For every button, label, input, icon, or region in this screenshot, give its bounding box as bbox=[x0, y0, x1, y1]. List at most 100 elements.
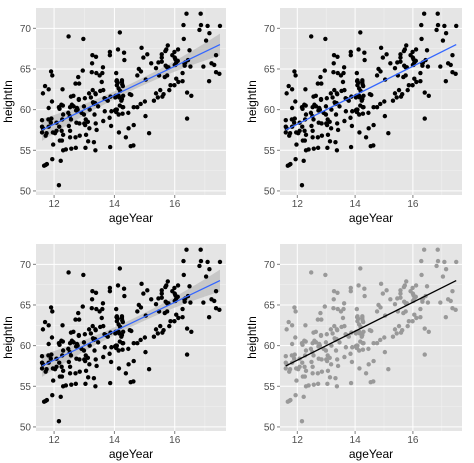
data-point bbox=[176, 79, 181, 85]
data-point bbox=[300, 106, 305, 112]
data-point bbox=[316, 108, 321, 113]
data-point bbox=[46, 87, 51, 92]
data-point bbox=[126, 110, 131, 116]
data-point bbox=[141, 55, 146, 60]
data-point bbox=[43, 398, 48, 404]
data-point bbox=[149, 297, 154, 302]
y-tick-label: 50 bbox=[20, 186, 32, 197]
x-tick-label: 16 bbox=[407, 199, 419, 210]
data-point bbox=[66, 346, 71, 352]
data-point bbox=[184, 90, 190, 95]
data-point bbox=[83, 353, 88, 358]
data-point bbox=[107, 144, 113, 150]
data-point bbox=[89, 306, 94, 311]
data-point bbox=[163, 299, 168, 304]
data-point bbox=[398, 52, 403, 57]
data-point bbox=[180, 70, 185, 76]
panel-background bbox=[36, 8, 226, 195]
data-point bbox=[87, 362, 92, 367]
data-point bbox=[85, 375, 91, 380]
data-point bbox=[302, 128, 307, 133]
data-point bbox=[311, 353, 316, 358]
data-point bbox=[66, 270, 71, 275]
data-point bbox=[303, 148, 309, 153]
data-point bbox=[201, 64, 206, 69]
data-point bbox=[327, 139, 333, 144]
data-point bbox=[424, 48, 430, 53]
data-point bbox=[54, 128, 59, 133]
data-point bbox=[66, 359, 72, 365]
data-point bbox=[348, 351, 353, 356]
data-point bbox=[120, 347, 125, 352]
data-point bbox=[143, 113, 148, 119]
data-point bbox=[284, 91, 289, 96]
data-point bbox=[206, 314, 212, 320]
data-point bbox=[328, 362, 334, 367]
data-point bbox=[170, 288, 175, 294]
data-point bbox=[319, 369, 325, 374]
data-point bbox=[83, 368, 89, 374]
data-point bbox=[159, 59, 164, 64]
data-point bbox=[330, 331, 335, 336]
data-point bbox=[46, 341, 51, 347]
data-point bbox=[348, 115, 353, 120]
data-point bbox=[341, 306, 346, 312]
data-point bbox=[374, 104, 380, 110]
y-tick-label: 70 bbox=[264, 260, 276, 271]
data-point bbox=[100, 301, 106, 306]
data-point bbox=[361, 93, 366, 99]
data-point bbox=[128, 144, 133, 149]
data-point bbox=[410, 319, 415, 324]
data-point bbox=[73, 81, 78, 86]
data-point bbox=[126, 346, 131, 352]
data-point bbox=[91, 139, 97, 145]
data-point bbox=[57, 124, 62, 129]
data-point bbox=[283, 118, 288, 123]
data-point bbox=[163, 63, 168, 68]
data-point bbox=[197, 263, 202, 269]
data-point bbox=[348, 52, 353, 58]
data-point bbox=[131, 104, 136, 110]
data-point bbox=[46, 323, 51, 328]
data-point bbox=[418, 70, 423, 76]
data-point bbox=[324, 96, 329, 101]
data-point bbox=[59, 338, 64, 343]
data-point bbox=[82, 358, 88, 364]
data-point bbox=[174, 76, 179, 81]
data-point bbox=[283, 354, 288, 359]
data-point bbox=[330, 95, 335, 100]
data-point bbox=[400, 327, 405, 333]
data-point bbox=[311, 94, 316, 99]
data-point bbox=[94, 363, 99, 369]
data-point bbox=[394, 95, 399, 100]
data-point bbox=[176, 315, 181, 321]
data-point bbox=[358, 30, 363, 35]
data-point bbox=[325, 381, 330, 387]
data-point bbox=[289, 341, 295, 347]
data-point bbox=[172, 285, 177, 291]
data-point bbox=[67, 364, 73, 369]
data-point bbox=[348, 49, 353, 55]
data-point bbox=[286, 319, 291, 325]
data-point bbox=[319, 133, 325, 138]
data-point bbox=[101, 354, 106, 360]
panel-top-left: 12 14 16 50 55 60 65 70 ageYear heightIn bbox=[1, 8, 226, 225]
data-point bbox=[424, 284, 430, 289]
data-point bbox=[316, 344, 321, 349]
data-point bbox=[357, 130, 362, 135]
data-point bbox=[382, 349, 388, 355]
data-point bbox=[131, 358, 136, 364]
data-point bbox=[121, 286, 127, 291]
data-point bbox=[73, 317, 78, 322]
data-point bbox=[48, 305, 54, 310]
x-tick-label: 16 bbox=[407, 435, 419, 446]
data-point bbox=[184, 352, 190, 357]
data-point bbox=[123, 371, 129, 376]
data-point bbox=[448, 298, 453, 304]
data-point bbox=[435, 11, 440, 16]
data-point bbox=[198, 247, 203, 252]
data-point bbox=[212, 298, 217, 304]
data-point bbox=[102, 109, 107, 114]
y-tick-label: 70 bbox=[264, 24, 276, 35]
data-point bbox=[109, 345, 114, 350]
